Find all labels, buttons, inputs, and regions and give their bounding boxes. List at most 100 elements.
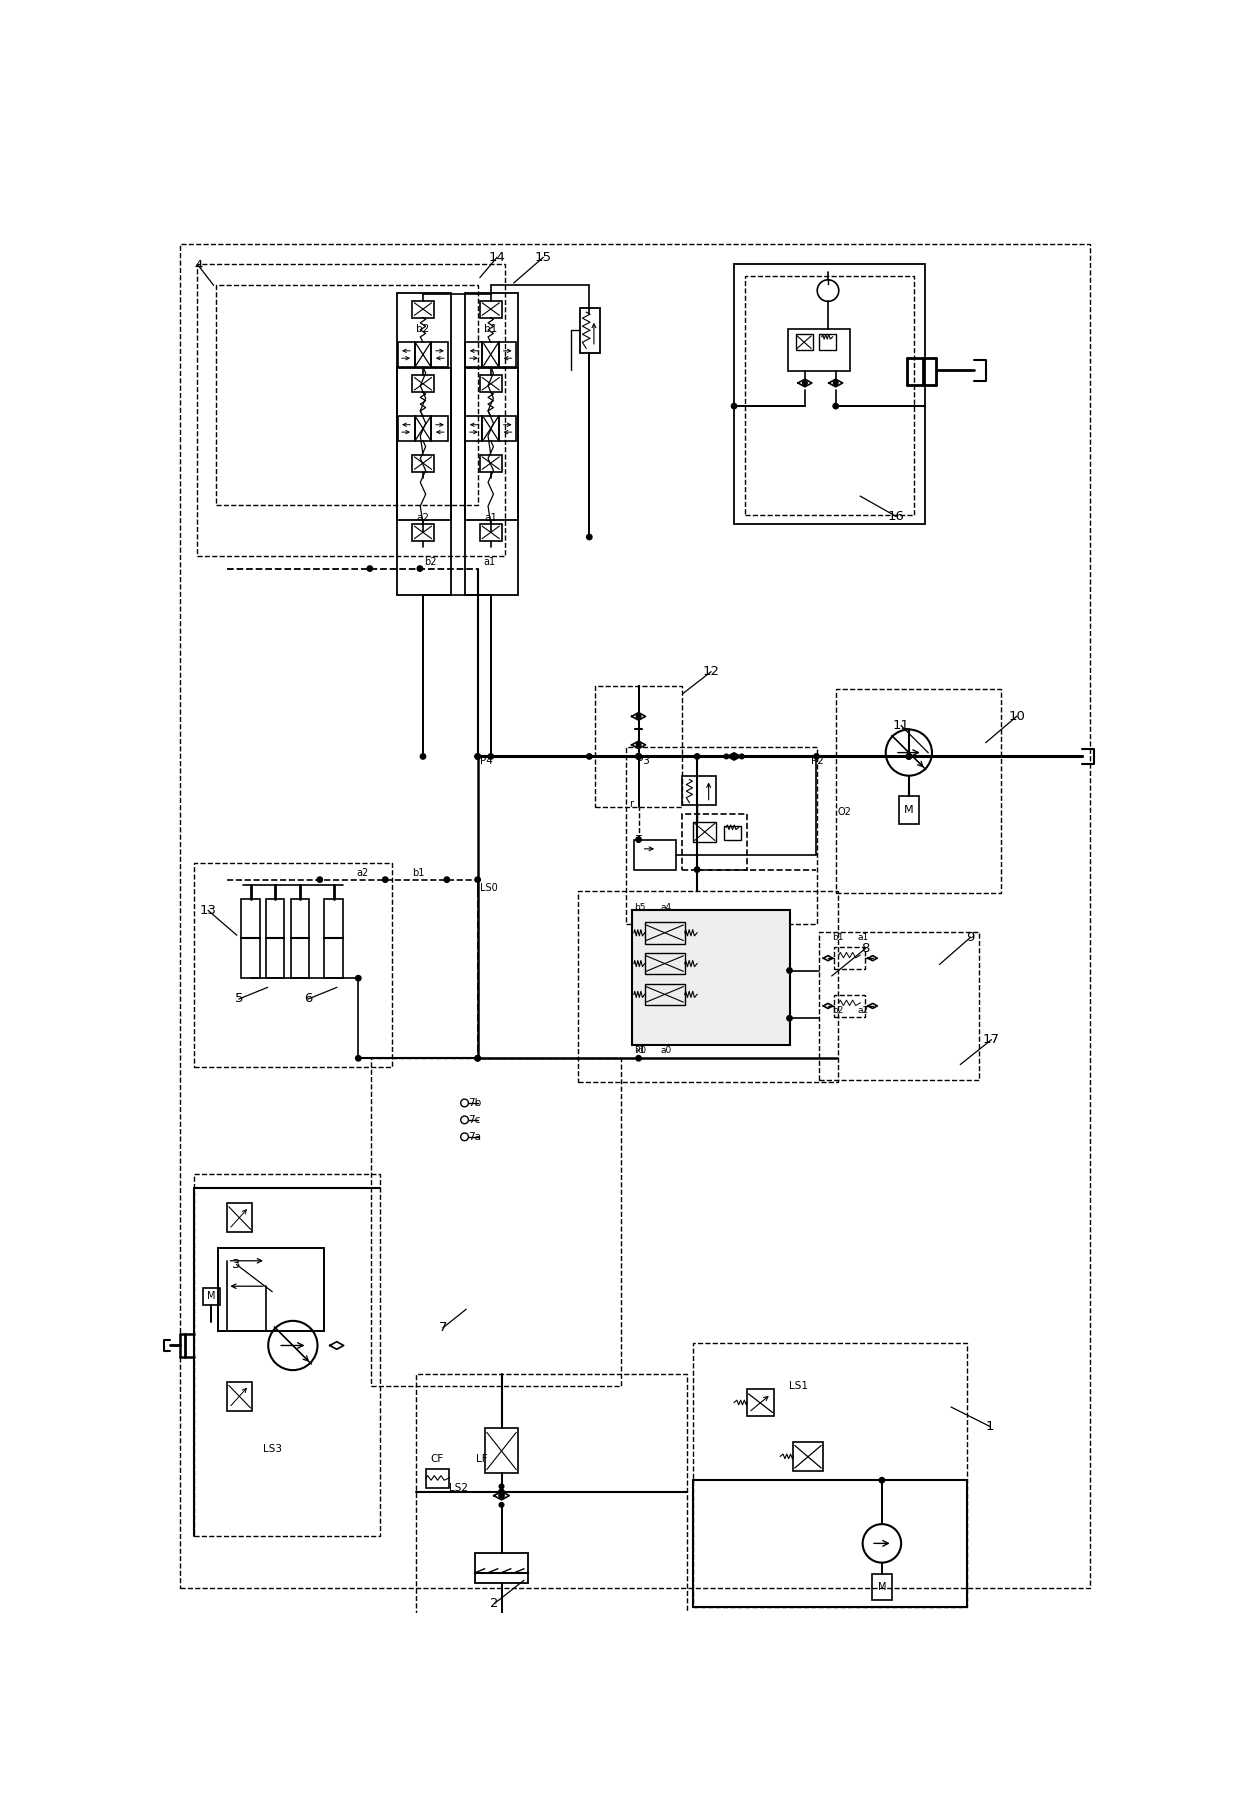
Bar xyxy=(412,301,434,317)
Text: 9: 9 xyxy=(966,931,975,944)
Text: M: M xyxy=(904,805,914,815)
Text: a1: a1 xyxy=(485,513,497,522)
Bar xyxy=(427,1470,449,1488)
Bar xyxy=(899,797,919,824)
Circle shape xyxy=(739,754,744,759)
Bar xyxy=(417,1373,687,1618)
Bar xyxy=(872,1575,892,1600)
Bar xyxy=(432,417,449,440)
Text: b1: b1 xyxy=(484,324,497,333)
Circle shape xyxy=(383,877,388,882)
Circle shape xyxy=(636,1056,641,1062)
Text: 13: 13 xyxy=(200,904,217,917)
Text: r: r xyxy=(630,799,634,810)
Text: a2: a2 xyxy=(417,513,429,522)
Text: a0: a0 xyxy=(661,1046,672,1055)
Text: P3: P3 xyxy=(637,756,650,766)
Circle shape xyxy=(587,754,591,759)
Bar xyxy=(682,814,748,870)
Bar xyxy=(371,1058,621,1386)
Bar xyxy=(693,823,717,843)
Text: 4: 4 xyxy=(193,259,202,272)
Text: 14: 14 xyxy=(489,252,506,265)
Bar xyxy=(578,892,838,1082)
Circle shape xyxy=(475,1056,480,1062)
Bar xyxy=(465,342,482,366)
Bar xyxy=(818,931,978,1080)
Text: 8: 8 xyxy=(861,942,869,955)
Circle shape xyxy=(787,1015,792,1020)
Circle shape xyxy=(498,1489,505,1495)
Text: 10: 10 xyxy=(1008,710,1025,723)
Text: 7b: 7b xyxy=(469,1098,481,1107)
Text: 7a: 7a xyxy=(469,1132,481,1142)
Bar xyxy=(480,524,501,540)
Bar xyxy=(465,417,482,440)
Text: LF: LF xyxy=(476,1453,487,1464)
Text: 16: 16 xyxy=(888,509,904,522)
Text: a1: a1 xyxy=(857,933,868,942)
Bar xyxy=(631,910,790,1046)
Bar xyxy=(432,342,449,366)
Bar xyxy=(227,1203,252,1232)
Circle shape xyxy=(813,754,820,759)
Text: CF: CF xyxy=(430,1453,444,1464)
Bar xyxy=(482,342,500,366)
Bar xyxy=(216,284,477,506)
Text: 12: 12 xyxy=(702,665,719,678)
Circle shape xyxy=(498,1493,505,1499)
Bar xyxy=(412,455,434,471)
Circle shape xyxy=(636,754,641,759)
Text: b1: b1 xyxy=(832,933,843,942)
Circle shape xyxy=(906,754,911,759)
Circle shape xyxy=(636,714,641,719)
Bar xyxy=(480,375,501,391)
Text: 7c: 7c xyxy=(469,1114,481,1125)
Bar xyxy=(193,1174,379,1537)
Bar xyxy=(626,747,817,924)
Text: LS1: LS1 xyxy=(789,1381,808,1392)
Text: P2: P2 xyxy=(811,756,823,766)
Bar xyxy=(796,335,812,350)
Circle shape xyxy=(317,877,322,882)
Bar xyxy=(794,1442,822,1471)
Bar xyxy=(203,1288,219,1305)
Text: 6: 6 xyxy=(304,993,312,1006)
Text: b1: b1 xyxy=(412,868,424,879)
Circle shape xyxy=(356,975,361,980)
Circle shape xyxy=(636,837,641,843)
Bar xyxy=(412,524,434,540)
Text: T: T xyxy=(635,835,641,844)
Bar xyxy=(242,899,259,978)
Circle shape xyxy=(475,754,480,759)
Text: a4: a4 xyxy=(661,902,672,911)
Circle shape xyxy=(732,754,737,759)
Text: 5: 5 xyxy=(234,993,243,1006)
Text: x0: x0 xyxy=(635,1046,646,1055)
Text: a2: a2 xyxy=(356,868,368,879)
Bar xyxy=(480,455,501,471)
Text: 11: 11 xyxy=(893,719,910,732)
Bar xyxy=(480,301,501,317)
Circle shape xyxy=(833,404,838,410)
Bar xyxy=(465,368,518,594)
Text: a1: a1 xyxy=(484,556,495,567)
Circle shape xyxy=(879,1477,884,1482)
Bar xyxy=(414,342,432,366)
Bar xyxy=(634,839,676,870)
Bar xyxy=(818,335,836,350)
Circle shape xyxy=(802,381,807,386)
Text: O2: O2 xyxy=(837,806,851,817)
Bar xyxy=(265,899,284,978)
Circle shape xyxy=(444,877,450,882)
Bar xyxy=(290,899,309,978)
Bar xyxy=(398,342,414,366)
Circle shape xyxy=(587,535,591,540)
Text: 3: 3 xyxy=(232,1258,241,1272)
Text: 1: 1 xyxy=(986,1421,994,1433)
Circle shape xyxy=(636,743,641,747)
Bar xyxy=(787,330,849,371)
Bar xyxy=(193,863,392,1067)
Text: b2: b2 xyxy=(417,324,429,333)
Circle shape xyxy=(475,754,480,759)
